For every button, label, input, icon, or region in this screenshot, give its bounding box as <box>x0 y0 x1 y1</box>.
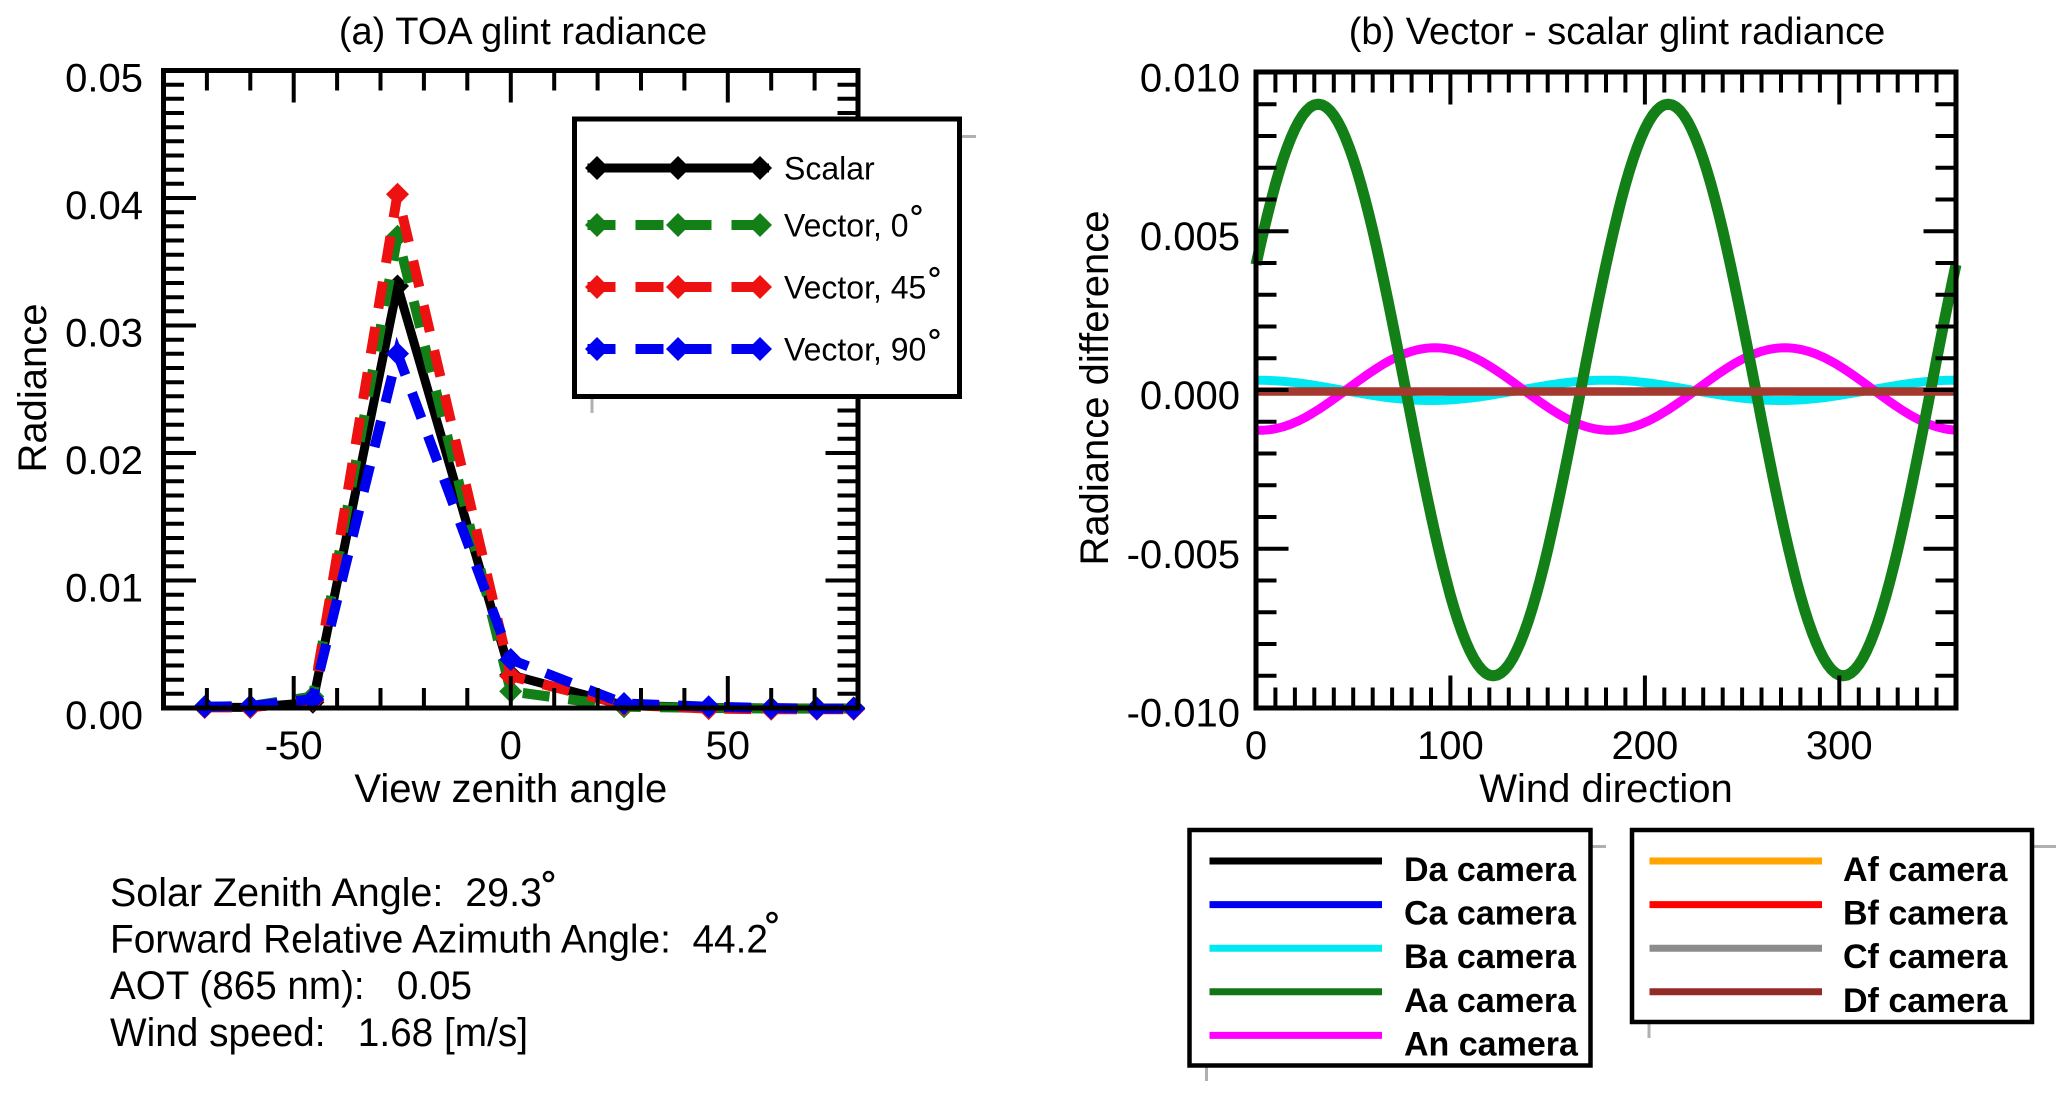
svg-text:Aa camera: Aa camera <box>1404 982 1577 1020</box>
svg-text:Vector, 45: Vector, 45 <box>784 270 926 306</box>
svg-text:0: 0 <box>1245 724 1267 768</box>
svg-text:300: 300 <box>1806 724 1873 768</box>
svg-text:AOT (865 nm): 0.05: AOT (865 nm): 0.05 <box>110 964 472 1008</box>
svg-text:Radiance: Radiance <box>11 303 55 472</box>
svg-text:Vector, 90: Vector, 90 <box>784 332 926 368</box>
svg-text:200: 200 <box>1612 724 1679 768</box>
svg-text:-50: -50 <box>265 724 323 768</box>
svg-text:View zenith angle: View zenith angle <box>354 767 667 811</box>
svg-text:Ba camera: Ba camera <box>1404 938 1577 976</box>
svg-text:0.000: 0.000 <box>1140 374 1240 418</box>
svg-text:-0.010: -0.010 <box>1127 692 1240 736</box>
svg-text:0.02: 0.02 <box>65 439 143 483</box>
svg-text:0.010: 0.010 <box>1140 57 1240 101</box>
svg-text:Cf camera: Cf camera <box>1843 938 2009 976</box>
svg-text:0.04: 0.04 <box>65 184 143 228</box>
svg-text:Forward Relative Azimuth Angle: Forward Relative Azimuth Angle: 44.2 <box>110 918 768 962</box>
svg-text:(b) Vector - scalar glint radi: (b) Vector - scalar glint radiance <box>1349 11 1885 53</box>
svg-text:Wind direction: Wind direction <box>1479 767 1732 811</box>
svg-text:Af camera: Af camera <box>1843 851 2009 889</box>
svg-text:100: 100 <box>1417 724 1484 768</box>
svg-text:0.005: 0.005 <box>1140 215 1240 259</box>
svg-text:Solar Zenith Angle: 29.3: Solar Zenith Angle: 29.3 <box>110 871 542 915</box>
svg-text:0.01: 0.01 <box>65 567 143 611</box>
svg-text:Ca camera: Ca camera <box>1404 895 1577 933</box>
svg-text:An camera: An camera <box>1404 1025 1579 1063</box>
svg-text:0.00: 0.00 <box>65 694 143 738</box>
svg-text:Da camera: Da camera <box>1404 851 1577 889</box>
svg-text:(a) TOA glint radiance: (a) TOA glint radiance <box>339 11 707 53</box>
svg-text:-0.005: -0.005 <box>1127 533 1240 577</box>
svg-text:0: 0 <box>500 724 522 768</box>
svg-text:Bf camera: Bf camera <box>1843 895 2009 933</box>
svg-text:0.03: 0.03 <box>65 312 143 356</box>
svg-text:Radiance difference: Radiance difference <box>1073 210 1117 565</box>
svg-text:0.05: 0.05 <box>65 57 143 101</box>
svg-text:Scalar: Scalar <box>784 151 875 187</box>
svg-text:Df camera: Df camera <box>1843 982 2009 1020</box>
svg-text:Vector, 0: Vector, 0 <box>784 208 909 244</box>
svg-text:50: 50 <box>706 724 751 768</box>
svg-text:Wind speed: 1.68 [m/s]: Wind speed: 1.68 [m/s] <box>110 1011 528 1055</box>
